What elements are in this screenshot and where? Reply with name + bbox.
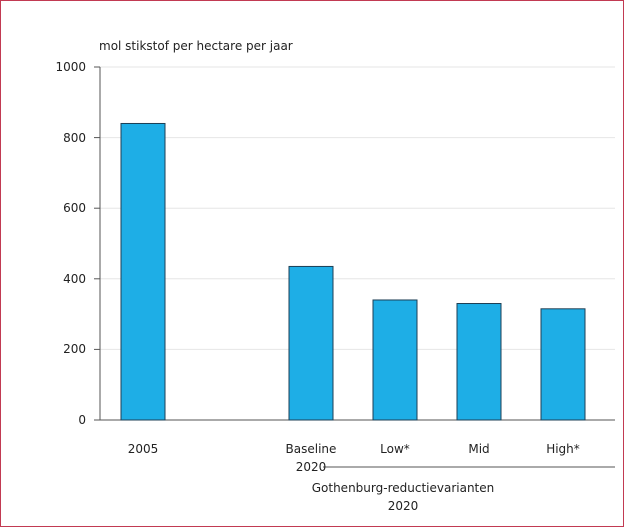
bar [288, 265, 334, 421]
y-tick-label: 0 [78, 413, 86, 427]
bar [372, 299, 418, 421]
x-tick-label: Mid [468, 442, 490, 456]
y-tick-label: 200 [63, 342, 86, 357]
bar [120, 122, 166, 421]
bar [456, 303, 502, 421]
y-tick-label: 600 [63, 201, 86, 216]
y-tick-label: 400 [63, 271, 86, 286]
x-tick-label: High* [546, 442, 580, 456]
x-tick-label: Low* [380, 442, 410, 456]
y-axis-label: mol stikstof per hectare per jaar [99, 39, 293, 53]
y-tick-label: 1000 [55, 60, 86, 74]
x-tick-label: Baseline 2020 [285, 442, 337, 474]
x-tick-label: 2005 [127, 442, 159, 456]
group-label: Gothenburg-reductievarianten 2020 [311, 481, 495, 513]
y-tick-label: 800 [63, 130, 86, 145]
bar [540, 308, 586, 421]
